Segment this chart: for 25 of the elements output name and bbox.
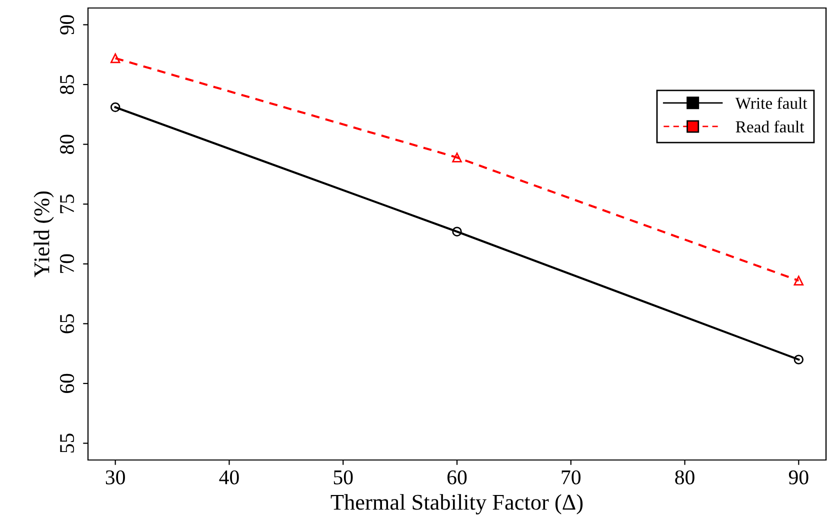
legend-label: Write fault [735, 97, 808, 110]
y-tick-label: 65 [60, 314, 74, 334]
x-tick-label: 30 [106, 470, 125, 484]
point [452, 152, 462, 162]
point [110, 53, 120, 64]
x-tick-label: 40 [219, 470, 239, 484]
legend-label: Read fault [736, 120, 804, 132]
x-tick-label: 60 [447, 470, 467, 484]
x-tick-label: 50 [334, 470, 353, 484]
y-tick-label: 85 [60, 74, 74, 94]
point [794, 276, 804, 286]
y-tick-label: 55 [60, 434, 74, 452]
point [452, 226, 462, 236]
y-tick-label: 80 [60, 134, 74, 154]
y-tick-label: 75 [60, 194, 74, 214]
y-tick-label: 60 [60, 374, 74, 393]
x-tick-label: 80 [675, 470, 694, 484]
y-tick-label: 70 [60, 254, 74, 273]
x-tick-label: 90 [788, 470, 808, 484]
x-tick-label: 70 [562, 470, 581, 484]
y-tick-label: 90 [60, 15, 74, 34]
x-axis-title: Thermal Stability Factor (Δ) [330, 494, 583, 514]
y-axis-title: Yield (%) [34, 191, 54, 278]
point [794, 354, 804, 364]
point [110, 102, 120, 112]
